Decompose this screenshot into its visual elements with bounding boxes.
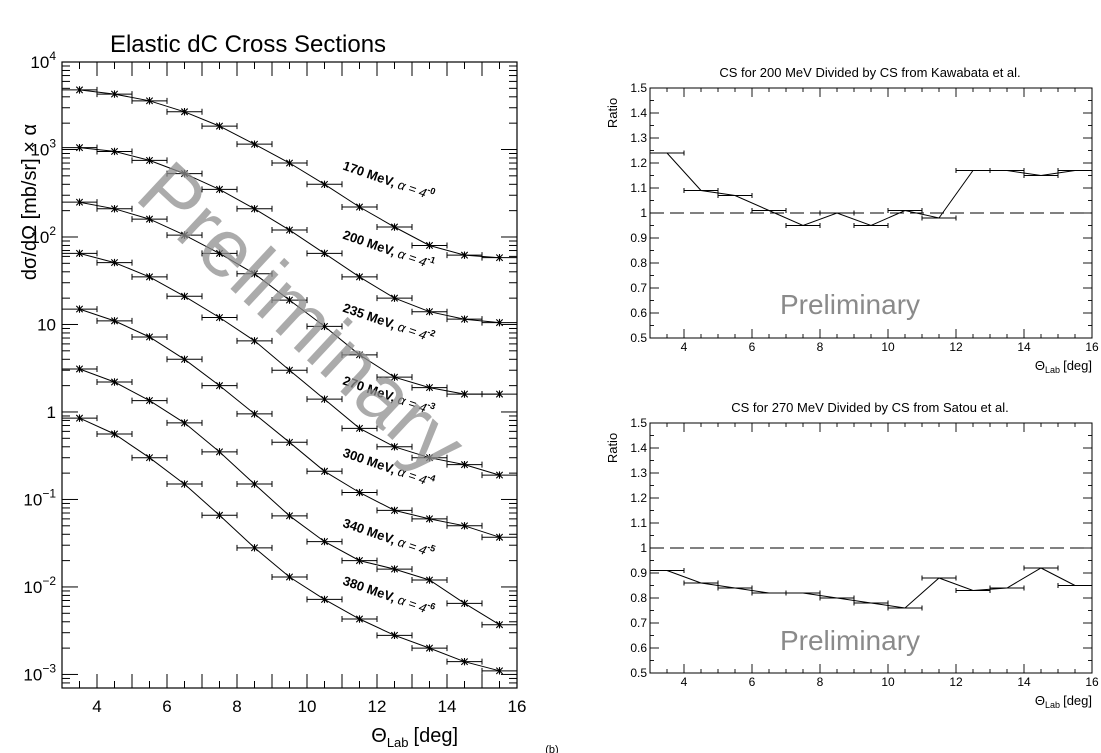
main-x-tick-label: 8 xyxy=(232,697,241,716)
ratio-top-watermark: Preliminary xyxy=(780,289,920,320)
ratio-bottom-y-tick-label: 0.5 xyxy=(630,666,647,680)
ratio-bottom-x-tick-label: 6 xyxy=(749,675,756,689)
main-x-tick-label: 14 xyxy=(438,697,457,716)
main-series-line xyxy=(79,201,500,395)
main-watermark: Preliminary xyxy=(121,145,483,491)
ratio-bottom-plot-area: 4 6 8 10 12 14 16 0.5 0.6 0.7 0.8 0.9 1 1.1 1.2 1.3 1.4 1… xyxy=(630,416,1099,689)
ratio-top-y-tick-label: 1.1 xyxy=(630,181,647,195)
main-x-axis-unit: [deg] xyxy=(414,725,458,747)
main-series-label: 200 MeV, α = 4-1 xyxy=(341,225,437,272)
main-chart-title: Elastic dC Cross Sections xyxy=(110,31,386,58)
ratio-top-y-tick-label: 1.3 xyxy=(630,131,647,145)
ratio-top-series-line xyxy=(666,152,1076,227)
ratio-bottom-y-tick-label: 0.6 xyxy=(630,641,647,655)
main-y-tick-label: 10−2 xyxy=(23,574,56,597)
main-data-point xyxy=(75,305,84,313)
ratio-top-y-tick-label: 0.8 xyxy=(630,256,647,270)
main-data-point xyxy=(495,533,504,541)
main-x-axis-theta: Θ xyxy=(371,725,387,747)
ratio-top-x-tick-label: 12 xyxy=(949,340,963,354)
main-x-axis-title: ΘLab [deg] xyxy=(371,725,458,750)
main-series-line xyxy=(79,368,500,626)
main-plot-area: 4 6 8 10 12 14 16 10−3 10−2 10−1 1 10 102 103 104 170 M… xyxy=(23,49,526,716)
main-series-line xyxy=(79,252,500,476)
main-x-tick-label: 12 xyxy=(368,697,387,716)
ratio-top-title: CS for 200 MeV Divided by CS from Kawaba… xyxy=(719,65,1020,80)
ratio-bottom-y-tick-label: 1.4 xyxy=(630,441,647,455)
main-x-tick-label: 10 xyxy=(298,697,317,716)
ratio-bottom-y-tick-label: 0.7 xyxy=(630,616,647,630)
ratio-bottom-x-tick-label: 10 xyxy=(881,675,895,689)
ratio-bottom-x-tick-label: 16 xyxy=(1085,675,1099,689)
ratio-bottom-x-tick-label: 4 xyxy=(681,675,688,689)
main-data-point xyxy=(75,86,84,94)
main-y-tick-label: 104 xyxy=(30,49,56,72)
ratio-top-x-tick-label: 14 xyxy=(1017,340,1031,354)
ratio-bottom-y-tick-label: 1.1 xyxy=(630,516,647,530)
main-y-tick-label: 10−3 xyxy=(23,661,56,684)
ratio-top-x-unit: [deg] xyxy=(1063,358,1092,373)
main-x-tick-label: 4 xyxy=(92,697,101,716)
ratio-top-y-tick-label: 1.2 xyxy=(630,156,647,170)
main-y-tick-label: 102 xyxy=(30,224,56,247)
main-data-point xyxy=(75,198,84,206)
ratio-bottom-title: CS for 270 MeV Divided by CS from Satou … xyxy=(731,400,1008,415)
ratio-top-plot-area: 4 6 8 10 12 14 16 0.5 0.6 0.7 0.8 0.9 1 1.1 1.2 1.3 1.4 1… xyxy=(630,81,1099,354)
ratio-top-x-theta: Θ xyxy=(1035,358,1045,373)
ratio-top-y-tick-label: 1 xyxy=(640,206,647,220)
ratio-bottom-x-tick-label: 12 xyxy=(949,675,963,689)
main-x-tick-label: 16 xyxy=(508,697,527,716)
ratio-bottom-y-tick-label: 0.8 xyxy=(630,591,647,605)
ratio-bottom-y-tick-label: 1.5 xyxy=(630,416,647,430)
ratio-top-y-tick-label: 1.4 xyxy=(630,106,647,120)
ratio-top-x-tick-label: 16 xyxy=(1085,340,1099,354)
ratio-bottom-x-sub: Lab xyxy=(1045,700,1060,710)
ratio-bottom-x-theta: Θ xyxy=(1035,693,1045,708)
main-data-point xyxy=(495,318,504,327)
ratio-bottom-y-tick-label: 0.9 xyxy=(630,566,647,580)
ratio-bottom-y-title: Ratio xyxy=(605,433,620,463)
ratio-bottom-x-unit: [deg] xyxy=(1063,693,1092,708)
main-series-label: 170 MeV, α = 4-0 xyxy=(341,156,437,203)
ratio-bottom-watermark: Preliminary xyxy=(780,625,920,656)
ratio-top-x-tick-label: 10 xyxy=(881,340,895,354)
ratio-bottom-y-tick-label: 1.3 xyxy=(630,466,647,480)
ratio-top-y-tick-label: 0.6 xyxy=(630,306,647,320)
ratio-top-x-tick-label: 4 xyxy=(681,340,688,354)
main-data-point xyxy=(495,667,504,675)
main-x-axis-sub: Lab xyxy=(387,735,409,750)
main-x-tick-label: 6 xyxy=(162,697,171,716)
ratio-top-x-tick-label: 6 xyxy=(749,340,756,354)
ratio-bottom-y-tick-label: 1 xyxy=(640,541,647,555)
main-data-point xyxy=(495,621,504,629)
main-series-line xyxy=(79,308,500,538)
main-y-tick-label: 103 xyxy=(30,136,56,159)
ratio-top-y-tick-label: 0.9 xyxy=(630,231,647,245)
main-y-tick-label: 10−1 xyxy=(23,486,56,509)
main-series-0: 170 MeV, α = 4-0 xyxy=(61,86,518,262)
main-series-line xyxy=(79,417,500,672)
ratio-top-y-tick-label: 0.7 xyxy=(630,281,647,295)
main-y-tick-label: 1 xyxy=(47,403,56,422)
ratio-top-y-tick-label: 1.5 xyxy=(630,81,647,95)
main-y-tick-label: 10 xyxy=(37,315,56,334)
ratio-top-x-sub: Lab xyxy=(1045,365,1060,375)
main-series-line xyxy=(79,147,500,324)
ratio-top-x-tick-label: 8 xyxy=(817,340,824,354)
ratio-bottom-x-title: ΘLab [deg] xyxy=(1035,693,1092,710)
main-series-line xyxy=(79,89,500,259)
main-y-axis-title: dσ/dΩ [mb/sr] × α xyxy=(19,124,41,280)
caption-fragment: (b) xyxy=(545,744,558,753)
ratio-bottom-x-tick-label: 14 xyxy=(1017,675,1031,689)
ratio-bottom-x-tick-label: 8 xyxy=(817,675,824,689)
ratio-top-y-title: Ratio xyxy=(605,98,620,128)
ratio-bottom-series-line xyxy=(666,567,1076,609)
main-series-label: 340 MeV, α = 4-5 xyxy=(341,513,437,560)
ratio-top-y-tick-label: 0.5 xyxy=(630,331,647,345)
main-data-point xyxy=(75,249,84,258)
ratio-top-x-title: ΘLab [deg] xyxy=(1035,358,1092,375)
ratio-bottom-y-tick-label: 1.2 xyxy=(630,491,647,505)
main-data-point xyxy=(75,365,84,373)
